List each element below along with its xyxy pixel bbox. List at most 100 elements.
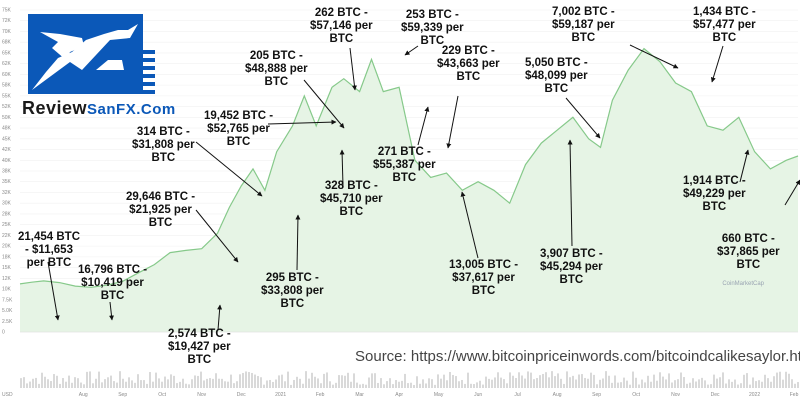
annotation-4: 29,646 BTC - $21,925 per BTC	[126, 191, 195, 230]
volume-bar	[149, 372, 151, 388]
volume-bar	[350, 381, 352, 388]
volume-bar	[254, 374, 256, 388]
annotation-arrow	[303, 79, 345, 129]
volume-bar	[365, 384, 367, 388]
volume-bar	[197, 375, 199, 388]
y-tick-label: 10K	[2, 287, 12, 293]
volume-bar	[782, 379, 784, 388]
volume-bar	[611, 382, 613, 388]
volume-bar	[248, 372, 250, 388]
annotation-line: - $11,653	[25, 244, 73, 256]
annotation-line: 19,452 BTC -	[204, 110, 274, 122]
x-tick-label: Dec	[237, 392, 246, 398]
annotation-arrow	[404, 45, 419, 56]
volume-bar	[767, 378, 769, 388]
volume-bar	[119, 371, 121, 388]
volume-bar	[47, 379, 49, 388]
y-tick-label: 40K	[2, 158, 12, 164]
volume-bar	[779, 371, 781, 388]
volume-bar	[179, 381, 181, 388]
volume-bar	[797, 382, 799, 388]
volume-bar	[473, 384, 475, 388]
volume-bar	[140, 380, 142, 388]
volume-bar	[653, 374, 655, 388]
volume-bar	[38, 383, 40, 388]
volume-bar	[668, 373, 670, 388]
x-tick-label: 2021	[275, 392, 286, 398]
volume-bar	[98, 371, 100, 388]
volume-bar	[731, 381, 733, 388]
volume-bar	[326, 372, 328, 388]
annotation-line: 229 BTC -	[441, 45, 495, 57]
volume-bar	[734, 379, 736, 388]
volume-bar	[50, 381, 52, 388]
volume-bar	[527, 371, 529, 388]
annotation-line: $10,419 per	[81, 277, 144, 289]
volume-bar	[677, 379, 679, 388]
volume-bar	[416, 376, 418, 388]
volume-bar	[206, 378, 208, 388]
volume-bar	[470, 383, 472, 388]
annotation-arrow	[47, 261, 60, 321]
volume-bar	[632, 371, 634, 388]
volume-bar	[338, 375, 340, 388]
volume-bar	[134, 382, 136, 388]
x-tick-label: Jul	[514, 392, 520, 398]
volume-bar	[92, 383, 94, 388]
volume-bar	[344, 375, 346, 388]
volume-bar	[389, 378, 391, 388]
annotation-line: $59,339 per	[401, 22, 464, 34]
volume-bar	[581, 374, 583, 388]
annotation-arrows	[47, 44, 800, 331]
y-tick-label: 5.0K	[2, 308, 13, 314]
annotation-line: BTC	[280, 298, 305, 310]
y-tick-label: 35K	[2, 179, 12, 185]
logo-word-review: Review	[22, 98, 88, 118]
volume-bar	[170, 374, 172, 388]
y-tick-label: 58K	[2, 83, 12, 89]
volume-bar	[494, 377, 496, 388]
volume-bar	[476, 382, 478, 388]
volume-bar	[113, 381, 115, 388]
logo-word-sanfx: SanFX.Com	[87, 101, 176, 118]
volume-bar	[380, 378, 382, 388]
price-line	[19, 47, 799, 288]
volume-bar	[398, 381, 400, 388]
volume-bar	[425, 383, 427, 388]
volume-bar	[572, 375, 574, 388]
annotation-line: BTC	[712, 32, 737, 44]
volume-bar	[101, 382, 103, 388]
annotation-line: BTC	[471, 285, 496, 297]
volume-bar	[455, 376, 457, 388]
annotation-line: BTC	[456, 71, 481, 83]
x-tick-label: Jun	[474, 392, 482, 398]
volume-bar	[56, 375, 58, 388]
y-axis-ticks: 0 2.5K 5.0K 7.5K 10K 12K 15K 18K 20K 22K 25K 28K 30K…	[2, 8, 13, 336]
volume-bar	[521, 375, 523, 388]
annotation-line: 29,646 BTC -	[126, 191, 196, 203]
annotation-arrow	[784, 179, 800, 206]
volume-bar	[173, 375, 175, 388]
volume-bar	[686, 383, 688, 388]
volume-bar	[161, 381, 163, 388]
volume-bar	[551, 371, 553, 388]
volume-bar	[287, 371, 289, 388]
volume-bar	[188, 384, 190, 388]
volume-bar	[752, 377, 754, 388]
volume-bar	[542, 373, 544, 388]
volume-bar	[746, 373, 748, 388]
volume-bar	[89, 371, 91, 388]
annotation-line: BTC	[226, 136, 251, 148]
volume-bar	[263, 384, 265, 388]
volume-bar	[467, 372, 469, 388]
volume-bar	[41, 372, 43, 388]
y-tick-label: 18K	[2, 254, 12, 260]
annotation-line: BTC	[544, 83, 569, 95]
volume-bar	[554, 376, 556, 388]
volume-bar	[641, 379, 643, 388]
volume-bar	[557, 373, 559, 388]
volume-bar	[224, 381, 226, 388]
volume-bar	[788, 373, 790, 388]
volume-bar	[311, 372, 313, 388]
volume-bar	[107, 377, 109, 388]
